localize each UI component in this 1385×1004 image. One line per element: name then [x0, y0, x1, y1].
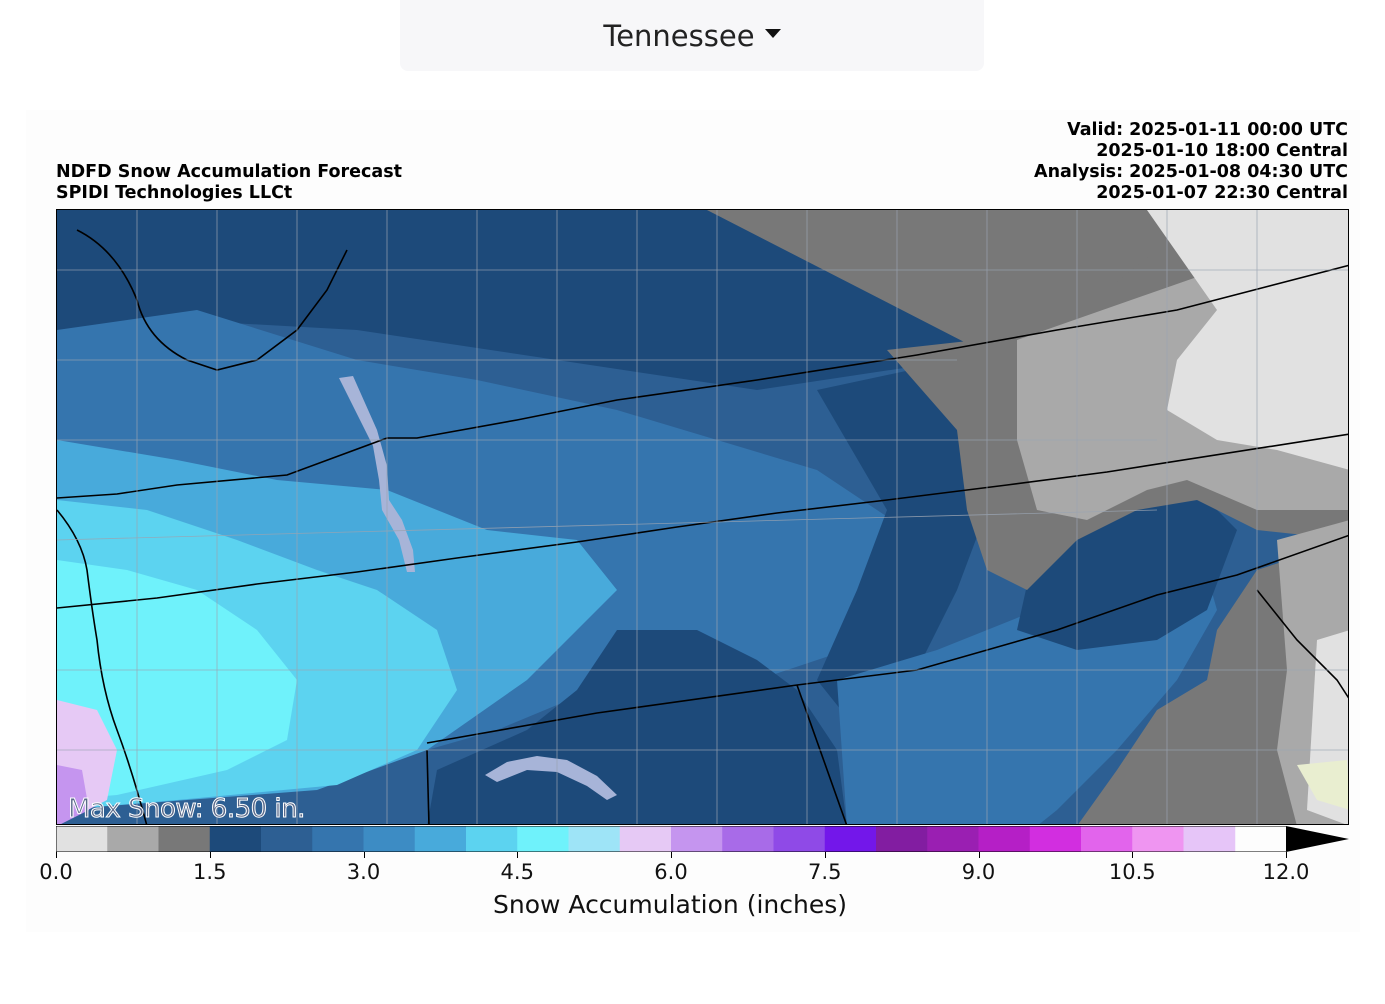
colorbar-segment: [261, 826, 313, 852]
max-snow-label: Max Snow: 6.50 in.: [68, 794, 306, 825]
colorbar-segment: [158, 826, 211, 852]
snow-band-east-navy: [817, 360, 997, 730]
mississippi-river: [57, 509, 148, 824]
colorbar-segment: [414, 826, 467, 852]
figure-timestamps: Valid: 2025-01-11 00:00 UTC 2025-01-10 1…: [1034, 120, 1348, 204]
colorbar-tick: [363, 852, 365, 858]
colorbar-segment: [466, 826, 518, 852]
ms-al-border: [426, 749, 430, 824]
colorbar-segment: [107, 826, 159, 852]
snow-band-bright-cyan: [57, 560, 297, 800]
colorbar-tick-label: 9.0: [961, 860, 996, 884]
colorbar-segment: [209, 826, 262, 852]
snow-map: [56, 209, 1349, 825]
valid-utc: Valid: 2025-01-11 00:00 UTC: [1067, 120, 1348, 140]
colorbar-tick: [978, 852, 980, 858]
colorbar-segment: [56, 826, 108, 852]
colorbar-tick: [517, 852, 519, 858]
analysis-central: 2025-01-07 22:30 Central: [1096, 183, 1348, 203]
colorbar-extend-arrow: [1286, 826, 1349, 852]
colorbar-segment: [1029, 826, 1082, 852]
colorbar-tick: [209, 852, 211, 858]
colorbar-tick-label: 4.5: [500, 860, 534, 884]
tn-southern-border: [57, 433, 1348, 609]
county-lines: [57, 210, 1348, 824]
colorbar-tick-label: 10.5: [1108, 860, 1156, 884]
state-borders: [57, 229, 1348, 824]
colorbar-segment: [927, 826, 979, 852]
colorbar-segment: [876, 826, 928, 852]
figure-subtitle-line: SPIDI Technologies LLCt: [56, 183, 293, 203]
figure-title: NDFD Snow Accumulation Forecast SPIDI Te…: [56, 162, 402, 204]
colorbar-tick: [56, 852, 57, 858]
colorbar-segment: [824, 826, 877, 852]
colorbar-segment: [517, 826, 569, 852]
colorbar-tick-label: 7.5: [808, 860, 842, 884]
colorbar-segment: [312, 826, 364, 852]
ga-sc-border: [1256, 589, 1348, 699]
colorbar: [56, 826, 1349, 852]
snow-band-lightest-gray: [1147, 210, 1348, 470]
colorbar-tick-label: 3.0: [346, 860, 381, 884]
colorbar-segment: [1183, 826, 1236, 852]
coastal-plain-patch: [1297, 760, 1348, 810]
colorbar-segment: [978, 826, 1031, 852]
region-dropdown[interactable]: Tennessee: [400, 0, 984, 71]
colorbar-tick-label: 6.0: [654, 860, 688, 884]
snow-map-canvas: [57, 210, 1348, 824]
colorbar-tick: [671, 852, 672, 858]
colorbar-segment: [671, 826, 723, 852]
colorbar-tick: [824, 852, 826, 858]
caret-down-icon: [764, 29, 781, 38]
snow-band-violet: [57, 765, 89, 824]
lake-guntersville: [485, 756, 617, 800]
al-ga-border: [796, 684, 848, 824]
colorbar-segment: [773, 826, 826, 852]
colorbar-segment: [1081, 826, 1133, 852]
colorbar-tick-label: 1.5: [193, 860, 227, 884]
colorbar-segment: [1132, 826, 1184, 852]
colorbar-tick: [1286, 852, 1287, 858]
lake-kentucky: [339, 376, 415, 572]
analysis-utc: Analysis: 2025-01-08 04:30 UTC: [1034, 162, 1348, 182]
colorbar-tick-label: 12.0: [1262, 860, 1310, 884]
valid-central: 2025-01-10 18:00 Central: [1096, 141, 1348, 161]
mo-border: [76, 229, 348, 371]
colorbar-tick: [1132, 852, 1134, 858]
colorbar-segment: [568, 826, 621, 852]
colorbar-segment: [722, 826, 774, 852]
colorbar-segment: [619, 826, 672, 852]
tn-northern-border: [57, 264, 1348, 499]
colorbar-tick-label: 0.0: [39, 860, 73, 884]
region-dropdown-label: Tennessee: [603, 18, 755, 53]
colorbar-segment: [363, 826, 416, 852]
figure-title-line: NDFD Snow Accumulation Forecast: [56, 162, 403, 182]
colorbar-title: Snow Accumulation (inches): [493, 890, 847, 919]
